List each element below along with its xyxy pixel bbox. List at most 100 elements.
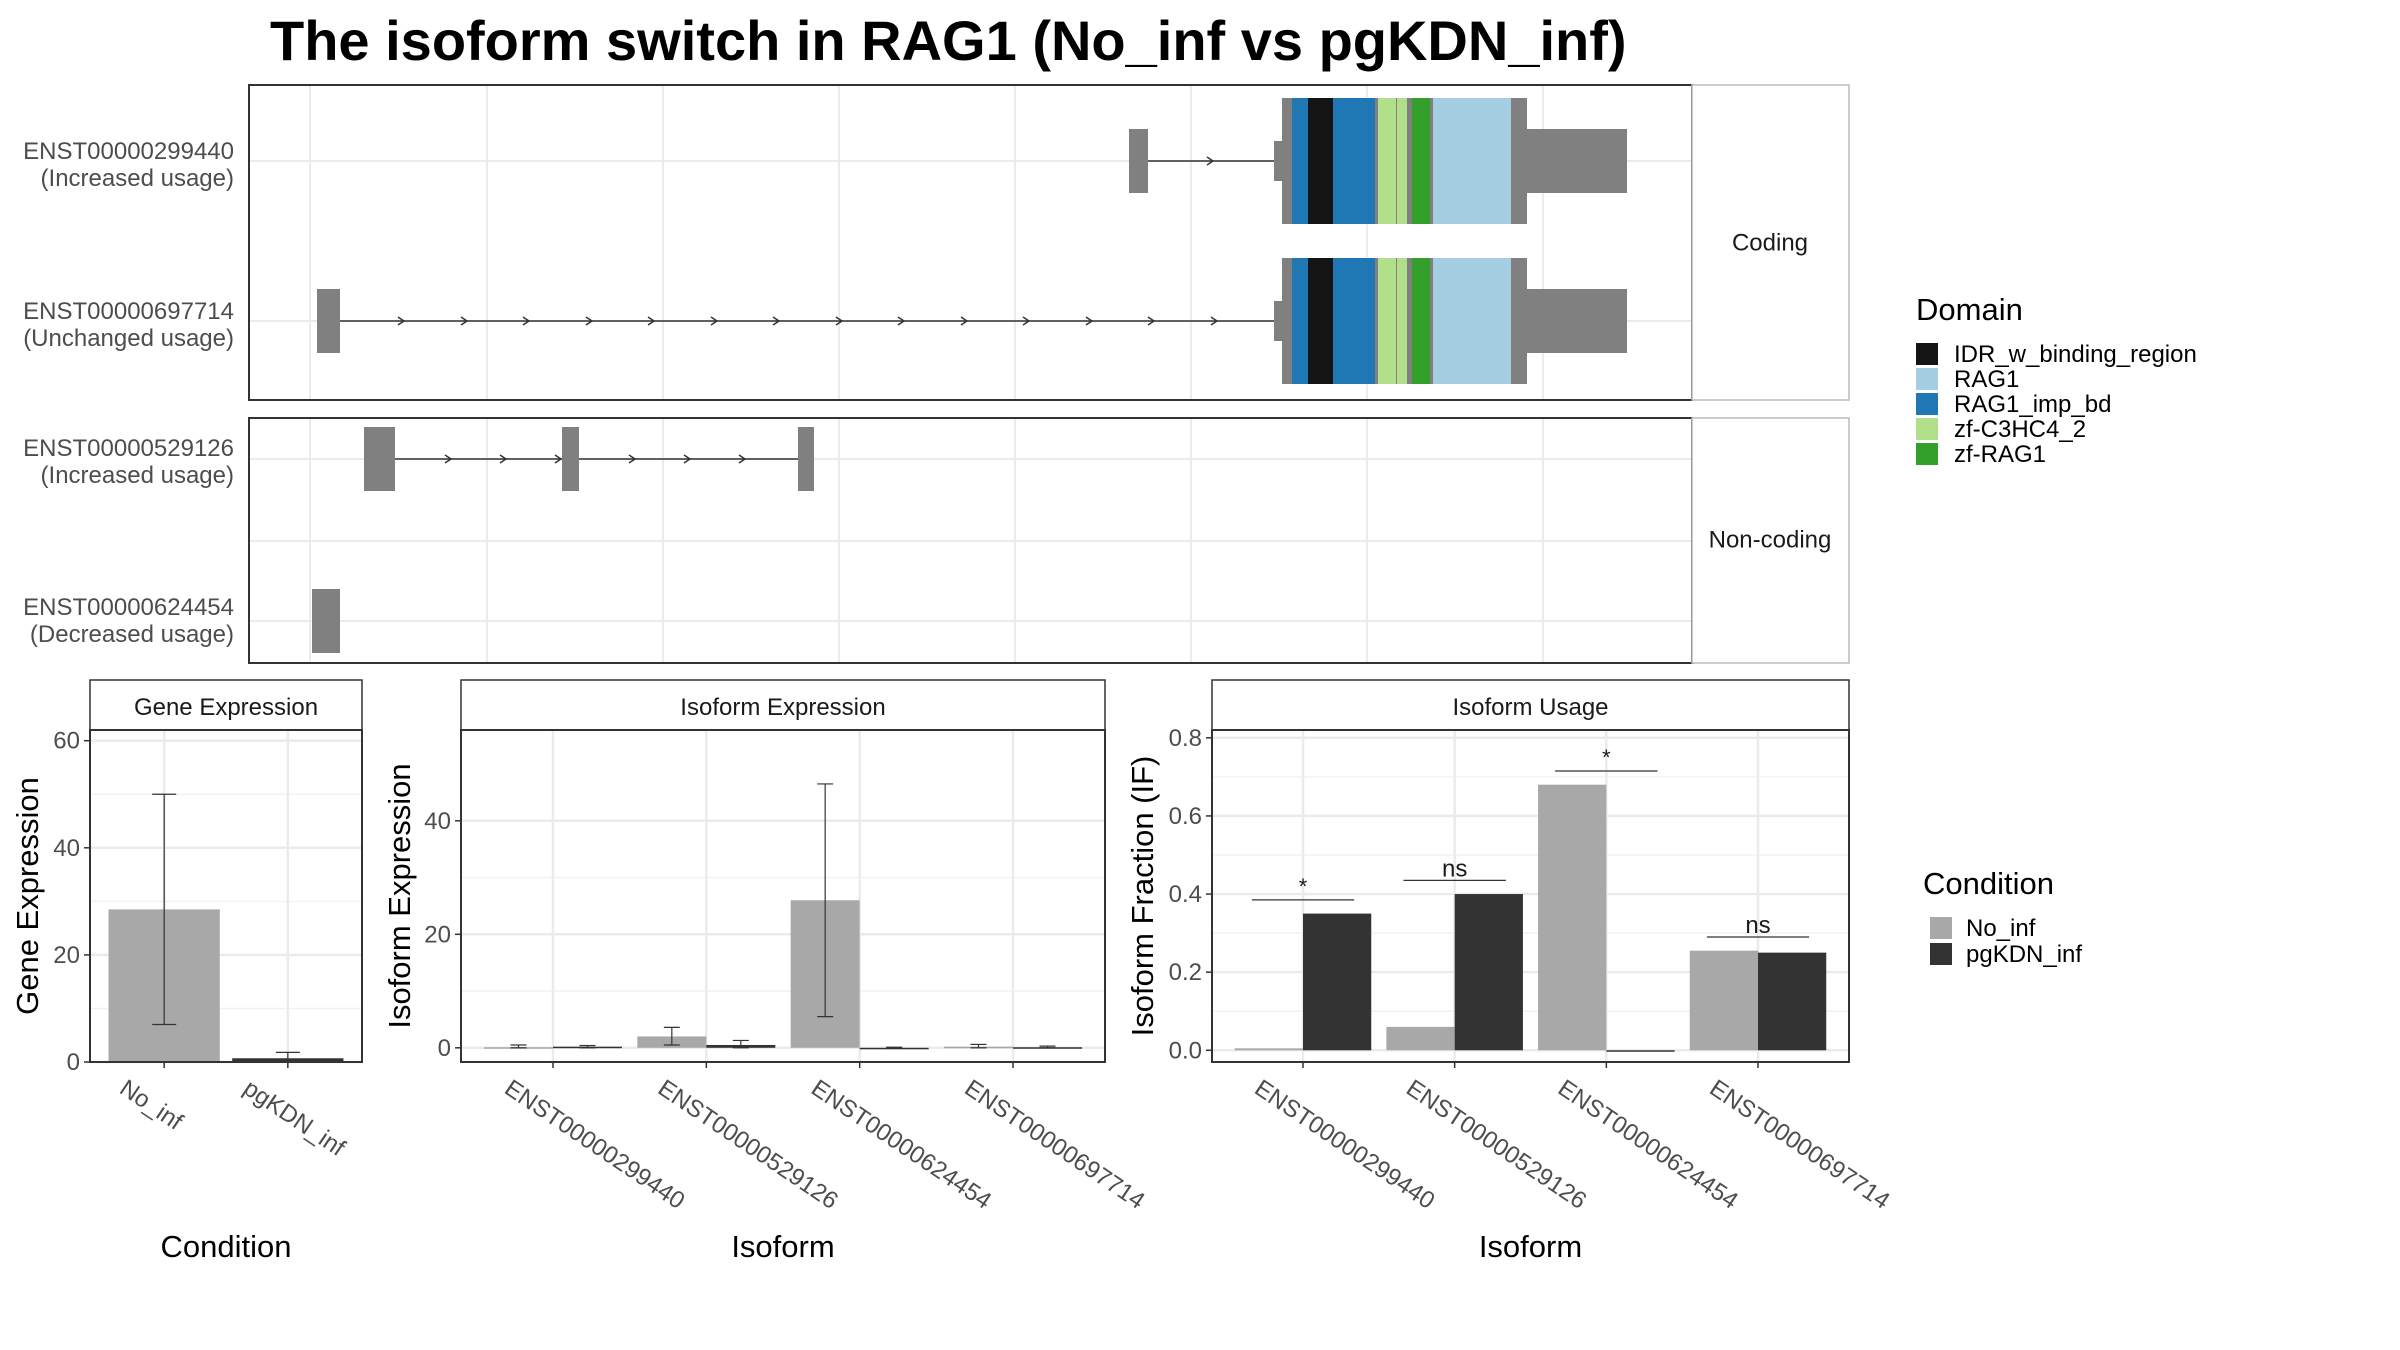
intron-arrow [683, 454, 692, 464]
domain-rag1-imp-bd [1333, 258, 1375, 384]
transcript-id-2: ENST00000697714 [23, 298, 234, 325]
legend-swatch-rag1-imp-bd [1916, 393, 1938, 415]
domain-zf-rag1 [1412, 258, 1430, 384]
bar [1303, 913, 1372, 1051]
y-axis-title: Isoform Fraction (IF) [1125, 756, 1160, 1037]
isoform-usage-chart: Isoform Usage0.00.20.40.60.8*ns*nsENST00… [1125, 679, 1895, 1264]
facet-strip-label: Gene Expression [134, 694, 318, 721]
intron-arrow [554, 454, 563, 464]
legend-label-rag1-imp-bd: RAG1_imp_bd [1954, 391, 2111, 418]
domain-idr [1308, 98, 1333, 224]
facet-strip [89, 679, 363, 731]
panel-border [1211, 729, 1850, 1063]
y-tick-label: 0.2 [1169, 959, 1202, 986]
x-axis-title: Isoform [731, 1229, 834, 1264]
intron-arrow [835, 316, 844, 326]
facet-strip [460, 679, 1106, 731]
intron-arrow [522, 316, 531, 326]
domain-zf-c3hc4-2 [1397, 98, 1407, 224]
domain-zf-c3hc4-2 [1378, 98, 1396, 224]
exon-3 [798, 427, 814, 491]
intron-arrow [460, 316, 469, 326]
bar [1454, 894, 1523, 1051]
y-tick-label: 0.0 [1169, 1037, 1202, 1064]
intron-arrow [738, 454, 747, 464]
x-tick-label: No_inf [115, 1075, 188, 1136]
isoform-expression-chart: Isoform Expression02040ENST00000299440EN… [382, 679, 1150, 1264]
intron-arrow [710, 316, 719, 326]
y-tick-label: 40 [424, 808, 451, 835]
transcript-usage-1: (Increased usage) [41, 165, 234, 192]
exon-utr5 [1274, 141, 1282, 181]
transcript-usage-3: (Increased usage) [41, 462, 234, 489]
legend-swatch-zf-rag1 [1916, 443, 1938, 465]
bar [1758, 952, 1827, 1051]
facet-strip-label: Isoform Usage [1452, 694, 1608, 721]
intron-arrow [960, 316, 969, 326]
legend-label-pgkdn-inf: pgKDN_inf [1966, 941, 2082, 968]
intron-arrow [499, 454, 508, 464]
intron-arrow [1022, 316, 1031, 326]
intron-arrow [1210, 316, 1219, 326]
figure-title: The isoform switch in RAG1 (No_inf vs pg… [270, 9, 1627, 72]
exon-first [1129, 129, 1148, 193]
intron-arrow [647, 316, 656, 326]
y-tick-label: 20 [53, 942, 80, 969]
y-tick-label: 40 [53, 835, 80, 862]
strip-coding: Coding [1732, 229, 1808, 256]
x-axis-title: Isoform [1479, 1229, 1582, 1264]
y-axis-title: Gene Expression [10, 777, 45, 1015]
gene-expression-chart: Gene Expression 0 20 40 60 No_inf pgKDN_inf Con… [10, 679, 363, 1264]
legend-swatch-pgkdn-inf [1930, 943, 1952, 965]
y-tick-label: 20 [424, 921, 451, 948]
intron-arrow [897, 316, 906, 326]
y-tick-label: 0 [438, 1035, 451, 1062]
exon-utr3 [1527, 129, 1627, 193]
legend-swatch-zf-c3hc4 [1916, 418, 1938, 440]
domain-zf-rag1 [1412, 98, 1430, 224]
legend-label-zf-c3hc4: zf-C3HC4_2 [1954, 416, 2086, 443]
legend-swatch-idr [1916, 343, 1938, 365]
transcript-labels: ENST00000299440 (Increased usage) ENST00… [23, 138, 234, 648]
transcript-id-3: ENST00000529126 [23, 435, 234, 462]
y-tick-label: 0.4 [1169, 881, 1202, 908]
exon-single [312, 589, 340, 653]
bar [1606, 1050, 1675, 1052]
facet-strip-label: Isoform Expression [680, 694, 885, 721]
intron-arrow [585, 316, 594, 326]
bar [1234, 1048, 1303, 1051]
transcript-id-1: ENST00000299440 [23, 138, 234, 165]
legend-label-rag1: RAG1 [1954, 366, 2019, 393]
intron-arrow [1147, 316, 1156, 326]
transcript-usage-4: (Decreased usage) [30, 621, 234, 648]
domain-zf-c3hc4-2 [1378, 258, 1396, 384]
y-tick-label: 0.6 [1169, 803, 1202, 830]
significance-label: ns [1442, 855, 1467, 882]
intron-arrow [628, 454, 637, 464]
domain-legend-title: Domain [1916, 292, 2023, 327]
transcript-id-4: ENST00000624454 [23, 594, 234, 621]
transcript-tracks [312, 98, 1627, 653]
intron-arrow [444, 454, 453, 464]
y-tick-label: 0 [67, 1049, 80, 1076]
intron-arrow [1085, 316, 1094, 326]
exon-utr5 [1274, 301, 1282, 341]
exon-1 [364, 427, 395, 491]
y-axis-title: Isoform Expression [382, 763, 417, 1028]
bar [859, 1047, 929, 1050]
panel-border [89, 729, 363, 1063]
condition-legend: Condition No_inf pgKDN_inf [1923, 866, 2082, 968]
intron-arrow [772, 316, 781, 326]
domain-rag1 [1433, 258, 1511, 384]
exon-2 [562, 427, 579, 491]
intron-arrow [397, 316, 406, 326]
legend-label-idr: IDR_w_binding_region [1954, 341, 2197, 368]
domain-rag1-imp-bd [1333, 98, 1375, 224]
domain-idr [1308, 258, 1333, 384]
condition-legend-title: Condition [1923, 866, 2054, 901]
bar [1386, 1026, 1455, 1051]
x-axis-title: Condition [161, 1229, 292, 1264]
bar [1538, 784, 1607, 1051]
domain-rag1-imp-bd [1292, 258, 1308, 384]
